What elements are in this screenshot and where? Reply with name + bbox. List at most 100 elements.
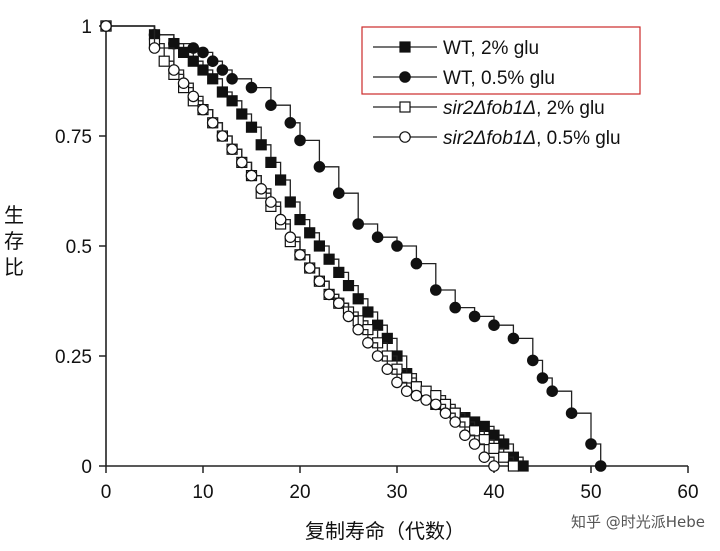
- data-point: [371, 231, 384, 243]
- data-point: [449, 301, 461, 314]
- data-point: [478, 451, 491, 463]
- data-point: [565, 407, 578, 419]
- data-point: [400, 385, 413, 397]
- data-point: [585, 438, 597, 450]
- data-point: [284, 196, 296, 208]
- data-point: [429, 398, 442, 411]
- data-point: [294, 214, 306, 226]
- data-point: [342, 310, 355, 323]
- x-tick-label: 50: [580, 482, 601, 503]
- y-tick-label: 0.5: [66, 237, 92, 258]
- data-point: [526, 354, 539, 367]
- data-point: [488, 460, 500, 472]
- series-2: [100, 20, 607, 472]
- y-axis-title-text: 生存比: [4, 203, 24, 279]
- x-tick-label: 30: [386, 482, 407, 503]
- data-point: [245, 81, 258, 94]
- data-point: [313, 240, 325, 252]
- x-axis-title: 复制寿命（代数）: [305, 519, 465, 543]
- legend-item-1: WT, 2% glu: [373, 38, 539, 59]
- data-point: [468, 310, 481, 323]
- data-point: [362, 306, 374, 318]
- watermark: 知乎 @时光派Hebe: [571, 513, 705, 531]
- data-point: [158, 55, 170, 67]
- data-point: [488, 319, 500, 331]
- data-point: [226, 73, 238, 85]
- data-point: [333, 266, 345, 278]
- data-point: [206, 55, 219, 67]
- data-point: [420, 394, 432, 406]
- data-point: [546, 385, 558, 397]
- data-point: [216, 86, 228, 98]
- data-point: [197, 46, 209, 59]
- legend-label: WT, 0.5% glu: [443, 68, 555, 89]
- data-point: [498, 451, 510, 463]
- data-point: [284, 231, 297, 243]
- data-point: [469, 425, 481, 437]
- data-point: [207, 73, 219, 85]
- data-point: [284, 117, 297, 129]
- data-point: [459, 429, 471, 441]
- data-point: [410, 257, 423, 270]
- data-point: [303, 262, 316, 274]
- data-point: [187, 55, 199, 67]
- data-point: [323, 288, 335, 301]
- x-tick-label: 40: [483, 482, 504, 503]
- data-point: [177, 77, 190, 89]
- data-point: [275, 174, 287, 186]
- data-point: [294, 134, 306, 147]
- data-point: [449, 416, 461, 428]
- y-tick-label: 0.75: [55, 127, 92, 148]
- x-tick-label: 60: [677, 482, 698, 503]
- legend-item-4: sir2Δfob1Δ, 0.5% glu: [373, 128, 621, 149]
- data-point: [342, 280, 355, 292]
- data-point: [498, 438, 510, 450]
- legend-item-2: WT, 0.5% glu: [373, 68, 555, 89]
- legend-label: sir2Δfob1Δ, 0.5% glu: [443, 128, 621, 149]
- data-point: [478, 420, 490, 432]
- legend-marker: [399, 41, 411, 53]
- data-point: [197, 64, 209, 76]
- series-line: [106, 25, 515, 466]
- data-point: [401, 372, 413, 384]
- data-point: [168, 37, 180, 50]
- legend-marker: [399, 71, 411, 83]
- data-point: [226, 143, 238, 155]
- x-tick-label: 0: [101, 482, 112, 503]
- data-point: [236, 108, 248, 120]
- legend-marker: [399, 101, 411, 113]
- data-point: [439, 407, 452, 419]
- legend-item-3: sir2Δfob1Δ, 2% glu: [373, 98, 605, 119]
- legend-label: WT, 2% glu: [443, 38, 539, 59]
- y-tick-label: 0.25: [55, 347, 92, 368]
- data-point: [410, 389, 423, 402]
- data-point: [536, 372, 549, 384]
- data-point: [197, 103, 209, 116]
- data-point: [226, 95, 238, 107]
- data-point: [372, 319, 384, 331]
- data-point: [168, 64, 180, 76]
- data-point: [255, 183, 267, 195]
- data-point: [255, 139, 267, 151]
- data-point: [507, 332, 520, 345]
- legend-label: sir2Δfob1Δ, 2% glu: [443, 98, 605, 119]
- data-point: [488, 429, 500, 441]
- chart-series-layer: [100, 20, 607, 472]
- data-point: [265, 156, 277, 168]
- data-point: [265, 99, 277, 111]
- x-tick-label: 10: [192, 482, 213, 503]
- data-point: [100, 20, 112, 32]
- data-point: [429, 284, 442, 296]
- data-point: [371, 350, 384, 362]
- data-point: [304, 227, 316, 239]
- data-point: [216, 64, 229, 76]
- data-point: [206, 117, 219, 129]
- data-point: [488, 442, 500, 454]
- data-point: [352, 218, 364, 230]
- data-point: [362, 336, 374, 349]
- data-point: [507, 460, 519, 472]
- data-point: [178, 46, 190, 59]
- data-point: [468, 438, 481, 450]
- data-point: [216, 130, 229, 142]
